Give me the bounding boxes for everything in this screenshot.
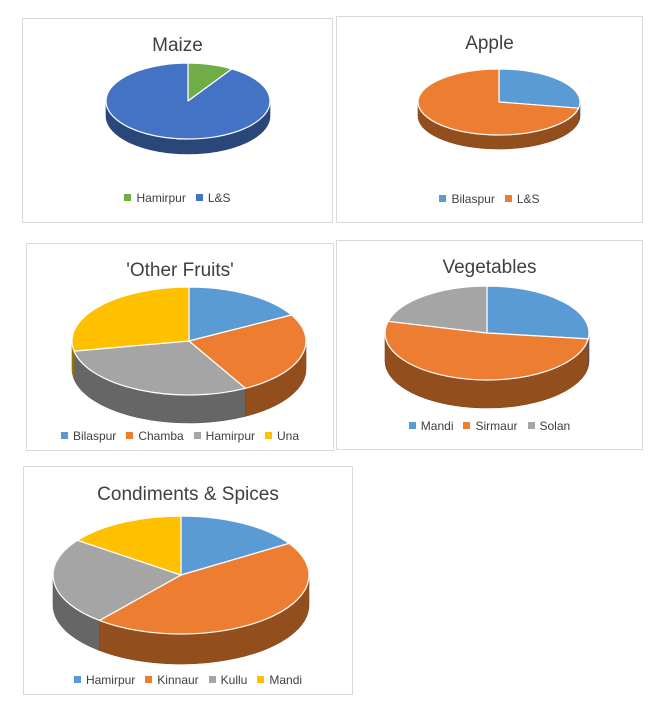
legend-label: L&S <box>516 192 540 206</box>
legend-swatch <box>527 422 535 429</box>
pie-slice-chamba <box>188 314 307 389</box>
chart-panel-vegetables: Vegetables Mandi Sirmaur Solan <box>336 240 643 450</box>
chart-title: Maize <box>152 35 203 56</box>
legend-swatch <box>124 194 132 201</box>
legend-item-bilaspur: Bilaspur <box>439 192 495 206</box>
legend-swatch <box>439 195 447 202</box>
legend-swatch <box>257 676 265 683</box>
pie-chart-maize <box>105 62 271 155</box>
legend-swatch <box>504 195 512 202</box>
legend-label: Bilaspur <box>451 192 495 206</box>
legend-label: Chamba <box>138 429 184 443</box>
chart-title: 'Other Fruits' <box>126 260 234 281</box>
legend-label: Solan <box>539 419 571 433</box>
pie-slice-l-s <box>417 68 580 136</box>
legend-swatch <box>195 194 203 201</box>
chart-panel-other-fruits: 'Other Fruits' Bilaspur Chamba Hamirpur Una <box>26 243 334 451</box>
legend-label: L&S <box>207 191 231 205</box>
pie-slice-bilaspur <box>498 68 581 109</box>
legend-swatch <box>208 676 216 683</box>
legend-swatch <box>60 432 68 439</box>
pie-slice-hamirpur <box>180 515 290 576</box>
chart-title: Vegetables <box>442 257 537 278</box>
pie-chart-condiments-spices <box>52 515 310 665</box>
legend-item-mandi: Mandi <box>408 419 454 433</box>
pie-slice-hamirpur <box>73 340 246 396</box>
legend-item-chamba: Chamba <box>126 429 184 443</box>
legend-label: Hamirpur <box>205 429 256 443</box>
pie-slice-solan <box>387 285 488 334</box>
pie-slice-sirmaur <box>384 320 589 381</box>
legend-swatch <box>193 432 201 439</box>
legend-item-hamirpur: Hamirpur <box>193 429 256 443</box>
legend-item-una: Una <box>265 429 299 443</box>
chart-panel-condiments-spices: Condiments & Spices Hamirpur Kinnaur Kullu… <box>23 466 353 695</box>
chart-title: Apple <box>465 33 514 54</box>
legend-item-mandi: Mandi <box>257 673 302 687</box>
legend-swatch <box>145 676 153 683</box>
legend-label: Mandi <box>269 673 303 687</box>
legend-swatch <box>408 422 416 429</box>
legend-label: Mandi <box>420 419 454 433</box>
legend-item-bilaspur: Bilaspur <box>60 429 117 443</box>
legend-item-hamirpur: Hamirpur <box>124 191 186 205</box>
legend-label: Kullu <box>220 673 248 687</box>
legend-label: Hamirpur <box>85 673 136 687</box>
legend-item-kinnaur: Kinnaur <box>145 673 199 687</box>
pie-slice-una <box>71 286 190 352</box>
legend-label: Bilaspur <box>72 429 117 443</box>
legend-swatch <box>463 422 471 429</box>
pie-slice-bilaspur <box>188 286 293 342</box>
legend-label: Sirmaur <box>475 419 518 433</box>
legend: Bilaspur L&S <box>337 192 642 206</box>
legend-swatch <box>126 432 134 439</box>
legend-swatch <box>73 676 81 683</box>
legend-item-solan: Solan <box>527 419 571 433</box>
pie-slice-l-s <box>105 62 271 140</box>
pie-slice-mandi <box>486 285 590 340</box>
legend-label: Hamirpur <box>136 191 186 205</box>
legend: Mandi Sirmaur Solan <box>337 419 642 433</box>
legend-item-sirmaur: Sirmaur <box>463 419 518 433</box>
pie-slice-kullu <box>52 539 182 622</box>
legend-label: Kinnaur <box>157 673 199 687</box>
pie-slice-kinnaur <box>98 542 310 635</box>
pie-chart-other-fruits <box>71 286 307 424</box>
pie-slice-mandi <box>76 515 182 576</box>
legend-label: Una <box>277 429 300 443</box>
legend-swatch <box>265 432 273 439</box>
chart-panel-maize: Maize Hamirpur L&S <box>22 18 333 223</box>
pie-chart-vegetables <box>384 285 590 409</box>
legend-item-l-s: L&S <box>504 192 540 206</box>
legend: Bilaspur Chamba Hamirpur Una <box>27 429 333 443</box>
legend-item-l-s: L&S <box>195 191 231 205</box>
legend-item-kullu: Kullu <box>208 673 248 687</box>
pie-chart-apple <box>417 68 581 150</box>
chart-panel-apple: Apple Bilaspur L&S <box>336 16 643 223</box>
legend-item-hamirpur: Hamirpur <box>73 673 136 687</box>
legend: Hamirpur L&S <box>23 191 332 205</box>
chart-title: Condiments & Spices <box>97 484 279 505</box>
legend: Hamirpur Kinnaur Kullu Mandi <box>24 673 352 687</box>
